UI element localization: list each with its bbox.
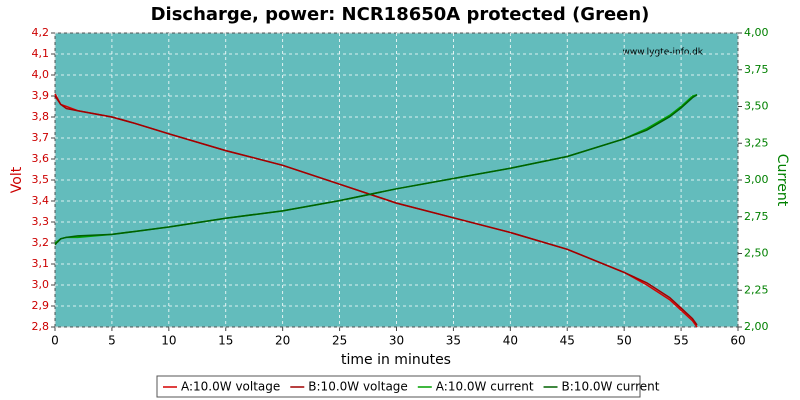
x-tick-label: 5 (108, 334, 116, 348)
legend-label: B:10.0W current (562, 380, 660, 394)
y-tick-label: 3,6 (32, 152, 50, 165)
y2-tick-label: 2,00 (744, 320, 769, 333)
x-tick-label: 60 (730, 334, 745, 348)
x-tick-label: 35 (446, 334, 461, 348)
y-tick-label: 2,8 (32, 320, 50, 333)
watermark: www.lygte-info.dk (623, 48, 704, 58)
legend-box (156, 375, 641, 398)
y-tick-label: 4,1 (32, 47, 50, 60)
data-line (54, 95, 698, 326)
y-tick-label: 3,3 (32, 215, 50, 228)
x-tick-label: 45 (560, 334, 575, 348)
y2-axis-title: Current (774, 154, 790, 207)
x-tick-label: 0 (51, 334, 59, 348)
x-tick-label: 10 (161, 334, 176, 348)
y-tick-label: 4,0 (32, 68, 50, 81)
y-tick-label: 3,2 (32, 236, 50, 249)
legend-label: B:10.0W voltage (308, 380, 408, 394)
x-tick-label: 15 (218, 334, 233, 348)
x-tick-label: 55 (673, 334, 688, 348)
y2-tick-label: 4,00 (744, 26, 769, 39)
y-axis-title: Volt (9, 166, 25, 193)
y2-tick-label: 3,50 (744, 100, 769, 113)
y-tick-label: 3,7 (32, 131, 50, 144)
x-axis-title: time in minutes (341, 352, 451, 368)
x-tick-label: 50 (617, 334, 632, 348)
legend-label: A:10.0W voltage (181, 380, 280, 394)
data-line (54, 94, 698, 246)
y-tick-label: 2,9 (32, 299, 50, 312)
y2-tick-label: 2,75 (744, 210, 769, 223)
y-tick-label: 3,1 (32, 257, 50, 270)
y2-tick-label: 3,25 (744, 136, 769, 149)
y2-tick-label: 2,50 (744, 247, 769, 260)
y2-tick-label: 3,00 (744, 173, 769, 186)
x-tick-label: 20 (275, 334, 290, 348)
y2-tick-label: 3,75 (744, 63, 769, 76)
x-tick-label: 25 (332, 334, 347, 348)
x-tick-label: 30 (389, 334, 404, 348)
y-tick-label: 3,8 (32, 110, 50, 123)
y-tick-label: 3,0 (32, 278, 50, 291)
y-tick-label: 3,5 (32, 173, 50, 186)
x-tick-label: 40 (503, 334, 518, 348)
y2-tick-label: 2,25 (744, 283, 769, 296)
chart-title: Discharge, power: NCR18650A protected (G… (151, 4, 650, 25)
legend-label: A:10.0W current (436, 380, 534, 394)
y-tick-label: 3,9 (32, 89, 50, 102)
y-tick-label: 4,2 (32, 26, 50, 39)
y-tick-label: 3,4 (32, 194, 50, 207)
